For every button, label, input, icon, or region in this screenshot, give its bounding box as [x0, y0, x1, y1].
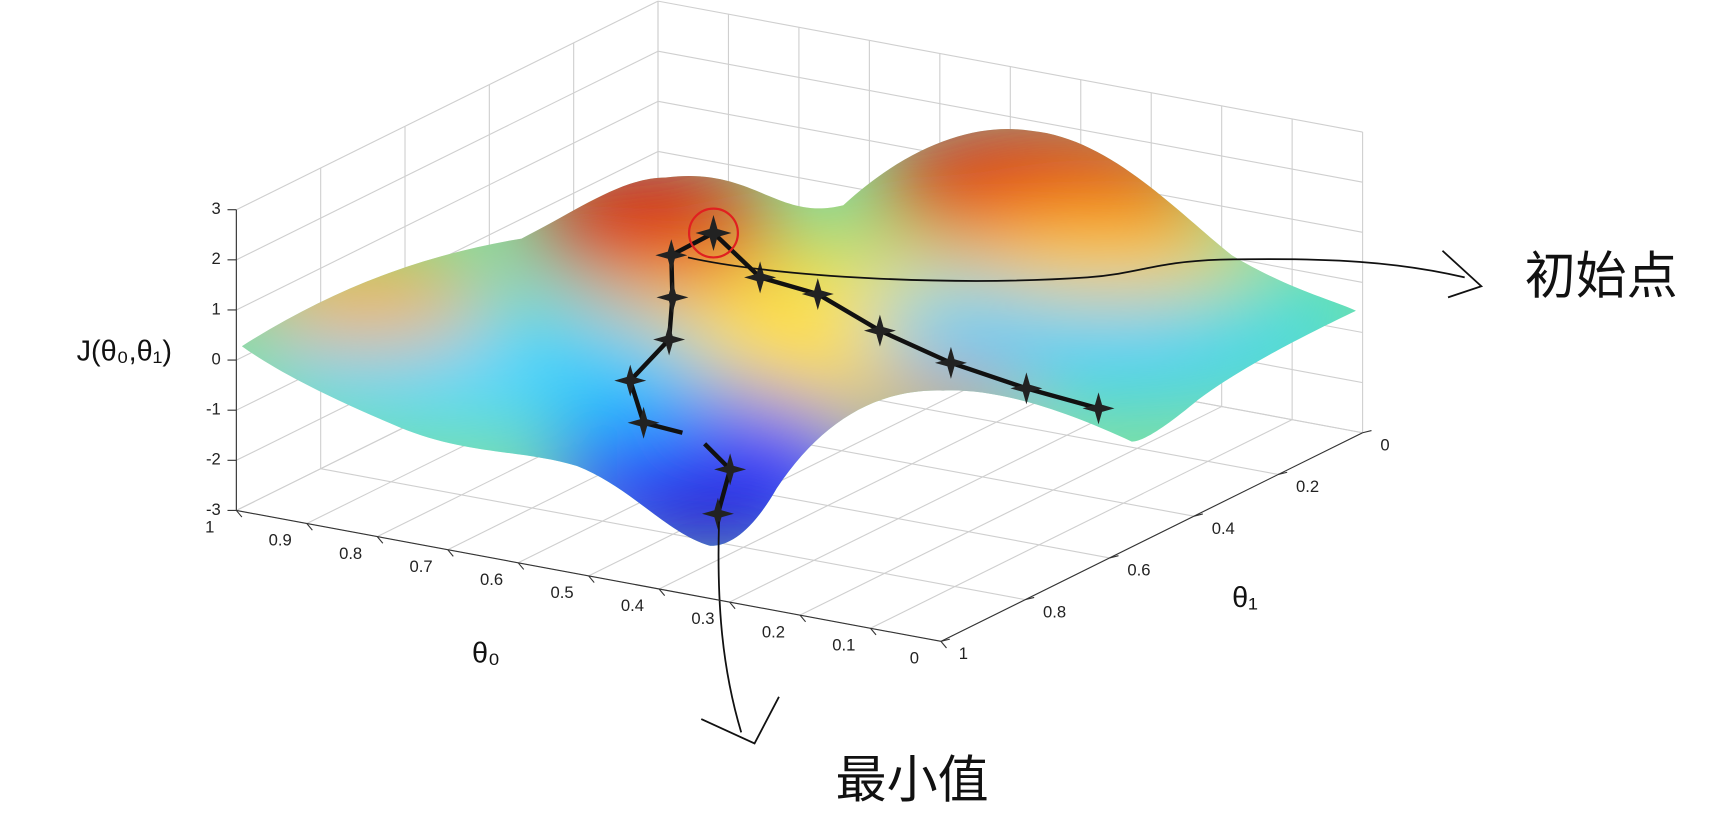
x-tick — [235, 510, 243, 518]
grid-line — [588, 366, 1011, 577]
z-tick-label: -2 — [206, 450, 221, 469]
x-tick — [729, 601, 736, 610]
y-tick-label: 0.8 — [1043, 602, 1066, 621]
grid-line — [870, 419, 1293, 629]
y-tick — [1362, 429, 1372, 434]
annotation-arrows — [687, 250, 1484, 745]
grid-line — [799, 406, 1222, 616]
x-tick — [940, 640, 947, 649]
z-tick-label: -1 — [206, 400, 221, 419]
annotation-start: 初始点 — [1525, 248, 1678, 307]
x-tick — [799, 614, 807, 623]
x-tick — [658, 588, 666, 596]
y-tick — [1109, 555, 1119, 559]
grid-line — [657, 0, 1363, 133]
y-tick-label: 0.2 — [1296, 477, 1319, 496]
grid-line — [657, 50, 1363, 183]
x-tick — [447, 549, 454, 557]
x-tick — [376, 536, 384, 544]
x-tick-label: 0.7 — [410, 557, 433, 576]
x-tick — [306, 523, 313, 531]
x-tick — [517, 562, 525, 570]
y-tick — [1025, 596, 1035, 601]
grid-line — [320, 468, 1026, 601]
x-tick — [870, 627, 877, 636]
z-tick-label: 0 — [212, 349, 221, 368]
grid-line — [236, 50, 659, 261]
x-tick-label: 0.3 — [691, 609, 714, 628]
y-tick — [1278, 471, 1288, 476]
x-tick-label: 0.9 — [269, 531, 292, 550]
z-tick-label: -3 — [206, 500, 221, 519]
grid-line — [658, 379, 1082, 590]
x-tick-label: 0.8 — [339, 544, 362, 563]
y-tick — [940, 638, 950, 642]
x-tick-label: 0.4 — [621, 596, 644, 615]
x-tick — [588, 575, 595, 583]
grid-line — [236, 0, 659, 211]
x-tick-label: 0.2 — [762, 622, 785, 641]
z-tick-label: 1 — [212, 299, 221, 318]
y-tick-label: 1 — [959, 644, 968, 663]
x-tick-label: 0 — [910, 648, 919, 667]
grid-line — [236, 100, 659, 311]
x-tick-label: 0.5 — [550, 583, 573, 602]
x-axis-title: θ₀ — [472, 637, 500, 669]
y-tick — [1193, 513, 1203, 517]
y-tick-label: 0.4 — [1212, 519, 1235, 538]
x-tick-label: 0.1 — [832, 635, 855, 654]
x-tick-label: 1 — [205, 518, 214, 537]
z-tick-label: 2 — [212, 249, 221, 268]
x-tick-label: 0.6 — [480, 570, 503, 589]
y-tick-label: 0 — [1380, 435, 1389, 454]
z-tick-label: 3 — [212, 199, 221, 218]
y-axis-title: θ₁ — [1232, 582, 1258, 614]
y-axis-line — [940, 432, 1363, 642]
annotation-min: 最小值 — [836, 751, 989, 810]
grid-line — [729, 392, 1152, 603]
z-axis-title: J(θ₀,θ₁) — [77, 335, 172, 367]
y-tick-label: 0.6 — [1127, 561, 1150, 580]
